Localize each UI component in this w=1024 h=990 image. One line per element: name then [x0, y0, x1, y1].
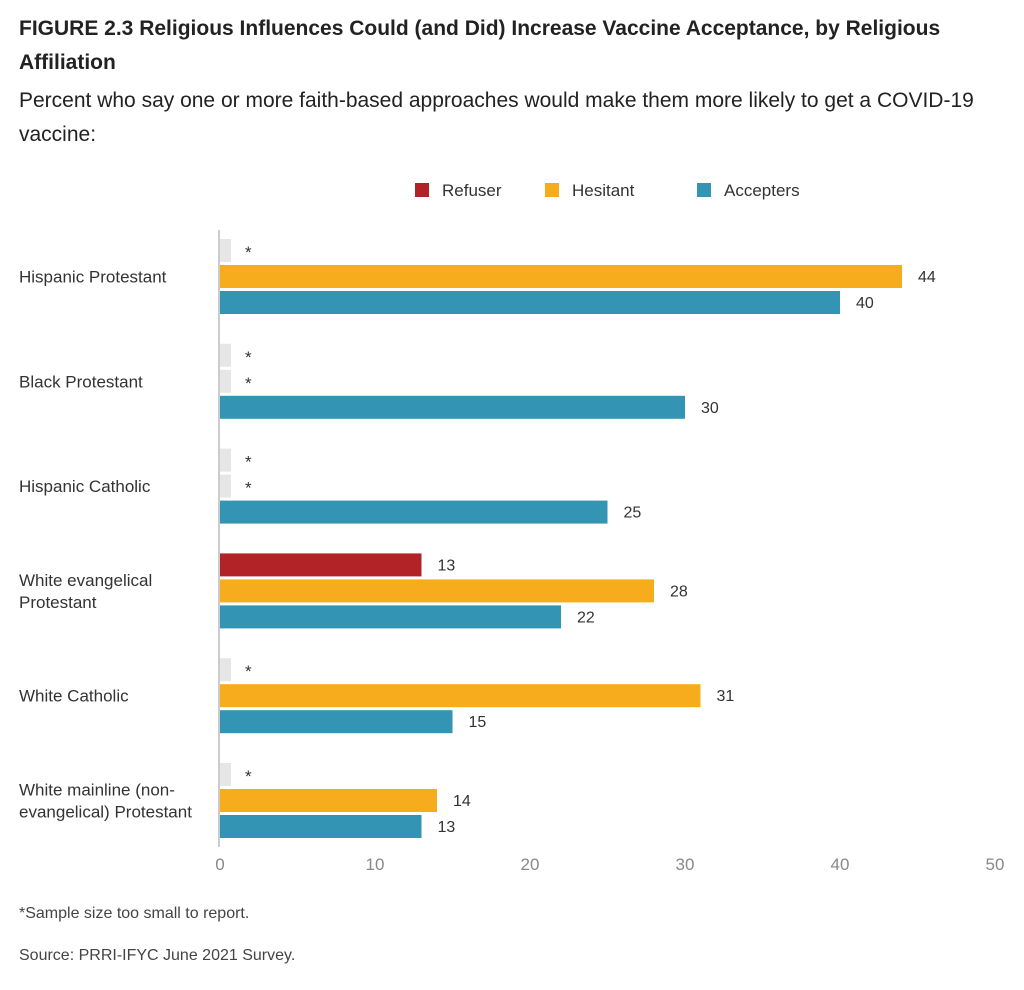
bar-refuser: [220, 553, 422, 577]
data-label: 13: [438, 819, 456, 836]
bar-accepters: [220, 605, 561, 629]
category-label: White evangelical: [19, 571, 152, 590]
missing-bar-hesitant: [220, 369, 231, 393]
bar-hesitant: [220, 789, 437, 812]
missing-marker: *: [245, 479, 252, 498]
bar-hesitant: [220, 684, 701, 708]
data-label: 30: [701, 400, 719, 417]
legend-swatch-hesitant: [545, 183, 559, 197]
category-label: Hispanic Protestant: [19, 268, 167, 287]
category-label: White Catholic: [19, 687, 129, 706]
bar-accepters: [220, 710, 453, 734]
missing-marker: *: [245, 348, 252, 367]
bar-hesitant: [220, 579, 654, 603]
missing-bar-refuser: [220, 448, 231, 472]
chart-subtitle: Percent who say one or more faith-based …: [19, 89, 974, 146]
category-label: White mainline (non-: [19, 781, 175, 800]
category-label: evangelical) Protestant: [19, 803, 192, 822]
missing-bar-refuser: [220, 343, 231, 367]
data-label: 44: [918, 269, 936, 286]
x-tick-label: 10: [366, 855, 385, 874]
source-note: Source: PRRI-IFYC June 2021 Survey.: [19, 947, 296, 964]
data-label: 28: [670, 583, 688, 600]
legend-label-refuser: Refuser: [442, 181, 502, 200]
data-label: 40: [856, 295, 874, 312]
missing-marker: *: [245, 374, 252, 393]
footnote: *Sample size too small to report.: [19, 905, 250, 922]
data-label: 31: [717, 688, 735, 705]
missing-bar-refuser: [220, 658, 231, 682]
bar-accepters: [220, 500, 608, 524]
legend-swatch-refuser: [415, 183, 429, 197]
data-label: 13: [438, 557, 456, 574]
missing-bar-refuser: [220, 763, 231, 786]
category-label: Protestant: [19, 593, 97, 612]
legend-label-accepters: Accepters: [724, 181, 800, 200]
bar-accepters: [220, 291, 840, 314]
missing-bar-refuser: [220, 239, 231, 262]
data-label: 22: [577, 609, 595, 626]
bar-chart: Refuser Hesitant Accepters Hispanic Protest…: [19, 181, 1005, 874]
x-tick-label: 0: [215, 855, 224, 874]
legend-label-hesitant: Hesitant: [572, 181, 635, 200]
missing-marker: *: [245, 662, 252, 681]
missing-marker: *: [245, 243, 252, 262]
missing-bar-hesitant: [220, 474, 231, 498]
missing-marker: *: [245, 453, 252, 472]
x-tick-label: 30: [676, 855, 695, 874]
chart-title: FIGURE 2.3 Religious Influences Could (a…: [19, 17, 941, 74]
data-label: 14: [453, 793, 471, 810]
category-label: Black Protestant: [19, 372, 143, 391]
data-label: 25: [624, 505, 642, 522]
missing-marker: *: [245, 767, 252, 786]
x-tick-label: 40: [831, 855, 850, 874]
x-tick-label: 20: [521, 855, 540, 874]
legend-swatch-accepters: [697, 183, 711, 197]
bar-hesitant: [220, 265, 902, 288]
x-tick-label: 50: [986, 855, 1005, 874]
bar-accepters: [220, 395, 685, 419]
data-label: 15: [469, 714, 487, 731]
category-label: Hispanic Catholic: [19, 477, 151, 496]
bar-accepters: [220, 815, 422, 838]
